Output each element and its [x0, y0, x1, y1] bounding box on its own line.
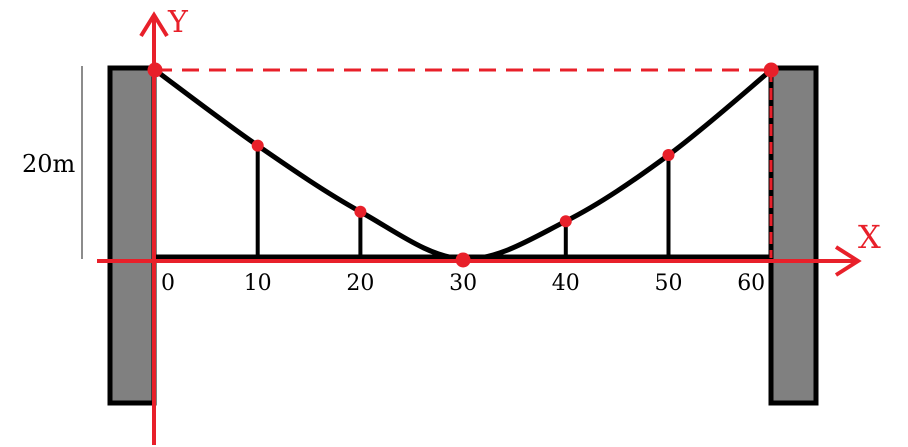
- y-axis-arrowhead: [139, 11, 169, 38]
- x-tick-label: 10: [244, 271, 272, 296]
- x-tick-label: 0: [161, 271, 175, 296]
- cable-point: [559, 215, 572, 228]
- cable-point: [354, 205, 367, 218]
- x-tick-label: 50: [655, 271, 683, 296]
- x-tick-label: 30: [449, 271, 477, 296]
- x-axis-label: X: [858, 218, 881, 256]
- cable-point: [251, 139, 264, 152]
- hangers: [255, 145, 671, 257]
- right-tower: [768, 65, 819, 406]
- cable-point: [147, 62, 163, 78]
- x-tick-label: 40: [552, 271, 580, 296]
- cable-point: [763, 62, 779, 78]
- cable-point: [662, 149, 675, 162]
- x-tick-label: 20: [346, 271, 374, 296]
- left-tower: [107, 65, 157, 406]
- cable-points: [147, 62, 779, 268]
- x-axis-arrowhead: [834, 245, 862, 277]
- x-tick-labels: 0 10 20 30 40 50 60: [161, 271, 765, 296]
- y-axis-label: Y: [167, 5, 189, 40]
- cable-curve: [153, 67, 773, 262]
- x-tick-label: 60: [737, 271, 765, 296]
- cable-point: [455, 252, 471, 268]
- height-label: 20m: [22, 150, 76, 178]
